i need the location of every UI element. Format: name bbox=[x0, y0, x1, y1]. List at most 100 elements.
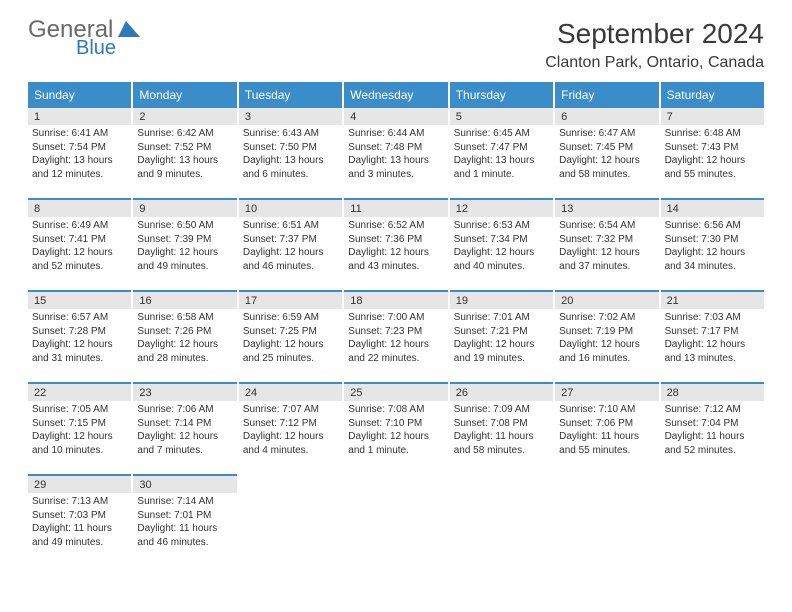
calendar-cell: 4Sunrise: 6:44 AMSunset: 7:48 PMDaylight… bbox=[344, 106, 447, 192]
calendar-cell: 3Sunrise: 6:43 AMSunset: 7:50 PMDaylight… bbox=[239, 106, 342, 192]
day-number: 6 bbox=[555, 108, 658, 125]
day-number: 4 bbox=[344, 108, 447, 125]
sunrise-text: Sunrise: 6:59 AM bbox=[243, 311, 338, 325]
day-number: 18 bbox=[344, 292, 447, 309]
daylight-text: Daylight: 11 hours and 52 minutes. bbox=[665, 430, 760, 457]
daylight-text: Daylight: 12 hours and 58 minutes. bbox=[559, 154, 654, 181]
day-details: Sunrise: 6:51 AMSunset: 7:37 PMDaylight:… bbox=[239, 217, 342, 279]
calendar-cell-empty bbox=[344, 474, 447, 560]
sunrise-text: Sunrise: 7:13 AM bbox=[32, 495, 127, 509]
daylight-text: Daylight: 12 hours and 37 minutes. bbox=[559, 246, 654, 273]
daylight-text: Daylight: 11 hours and 55 minutes. bbox=[559, 430, 654, 457]
calendar-day-header: Thursday bbox=[450, 82, 553, 106]
calendar-cell-empty bbox=[239, 474, 342, 560]
sunrise-text: Sunrise: 7:00 AM bbox=[348, 311, 443, 325]
day-details: Sunrise: 6:58 AMSunset: 7:26 PMDaylight:… bbox=[133, 309, 236, 371]
sunrise-text: Sunrise: 6:45 AM bbox=[454, 127, 549, 141]
day-number: 25 bbox=[344, 384, 447, 401]
sunset-text: Sunset: 7:36 PM bbox=[348, 233, 443, 247]
sunrise-text: Sunrise: 6:44 AM bbox=[348, 127, 443, 141]
sunset-text: Sunset: 7:28 PM bbox=[32, 325, 127, 339]
calendar-cell: 1Sunrise: 6:41 AMSunset: 7:54 PMDaylight… bbox=[28, 106, 131, 192]
day-details: Sunrise: 6:42 AMSunset: 7:52 PMDaylight:… bbox=[133, 125, 236, 187]
sunrise-text: Sunrise: 6:53 AM bbox=[454, 219, 549, 233]
daylight-text: Daylight: 12 hours and 43 minutes. bbox=[348, 246, 443, 273]
day-number: 15 bbox=[28, 292, 131, 309]
day-details: Sunrise: 6:56 AMSunset: 7:30 PMDaylight:… bbox=[661, 217, 764, 279]
calendar-cell: 28Sunrise: 7:12 AMSunset: 7:04 PMDayligh… bbox=[661, 382, 764, 468]
day-number: 8 bbox=[28, 200, 131, 217]
daylight-text: Daylight: 11 hours and 49 minutes. bbox=[32, 522, 127, 549]
day-number: 14 bbox=[661, 200, 764, 217]
sunset-text: Sunset: 7:17 PM bbox=[665, 325, 760, 339]
daylight-text: Daylight: 12 hours and 7 minutes. bbox=[137, 430, 232, 457]
daylight-text: Daylight: 12 hours and 55 minutes. bbox=[665, 154, 760, 181]
calendar-day-header: Tuesday bbox=[239, 82, 342, 106]
sunset-text: Sunset: 7:32 PM bbox=[559, 233, 654, 247]
sunset-text: Sunset: 7:39 PM bbox=[137, 233, 232, 247]
sunrise-text: Sunrise: 6:54 AM bbox=[559, 219, 654, 233]
calendar-cell: 30Sunrise: 7:14 AMSunset: 7:01 PMDayligh… bbox=[133, 474, 236, 560]
calendar-day-header: Saturday bbox=[661, 82, 764, 106]
daylight-text: Daylight: 13 hours and 9 minutes. bbox=[137, 154, 232, 181]
sunrise-text: Sunrise: 6:51 AM bbox=[243, 219, 338, 233]
sunrise-text: Sunrise: 7:01 AM bbox=[454, 311, 549, 325]
title-block: September 2024 Clanton Park, Ontario, Ca… bbox=[545, 18, 764, 72]
calendar-cell: 2Sunrise: 6:42 AMSunset: 7:52 PMDaylight… bbox=[133, 106, 236, 192]
day-number: 2 bbox=[133, 108, 236, 125]
day-details: Sunrise: 6:50 AMSunset: 7:39 PMDaylight:… bbox=[133, 217, 236, 279]
daylight-text: Daylight: 12 hours and 34 minutes. bbox=[665, 246, 760, 273]
daylight-text: Daylight: 13 hours and 12 minutes. bbox=[32, 154, 127, 181]
daylight-text: Daylight: 11 hours and 46 minutes. bbox=[137, 522, 232, 549]
calendar-cell: 12Sunrise: 6:53 AMSunset: 7:34 PMDayligh… bbox=[450, 198, 553, 284]
day-number: 29 bbox=[28, 476, 131, 493]
calendar-cell-empty bbox=[661, 474, 764, 560]
calendar-cell: 9Sunrise: 6:50 AMSunset: 7:39 PMDaylight… bbox=[133, 198, 236, 284]
triangle-icon bbox=[118, 21, 140, 41]
sunrise-text: Sunrise: 6:47 AM bbox=[559, 127, 654, 141]
day-details: Sunrise: 7:01 AMSunset: 7:21 PMDaylight:… bbox=[450, 309, 553, 371]
day-number: 13 bbox=[555, 200, 658, 217]
calendar-day-header: Monday bbox=[133, 82, 236, 106]
day-details: Sunrise: 6:45 AMSunset: 7:47 PMDaylight:… bbox=[450, 125, 553, 187]
sunset-text: Sunset: 7:50 PM bbox=[243, 141, 338, 155]
day-details: Sunrise: 7:06 AMSunset: 7:14 PMDaylight:… bbox=[133, 401, 236, 463]
daylight-text: Daylight: 13 hours and 3 minutes. bbox=[348, 154, 443, 181]
day-details: Sunrise: 7:14 AMSunset: 7:01 PMDaylight:… bbox=[133, 493, 236, 555]
calendar-cell: 24Sunrise: 7:07 AMSunset: 7:12 PMDayligh… bbox=[239, 382, 342, 468]
calendar-grid: SundayMondayTuesdayWednesdayThursdayFrid… bbox=[28, 82, 764, 560]
day-number: 20 bbox=[555, 292, 658, 309]
day-details: Sunrise: 6:43 AMSunset: 7:50 PMDaylight:… bbox=[239, 125, 342, 187]
location-text: Clanton Park, Ontario, Canada bbox=[545, 54, 764, 72]
day-details: Sunrise: 6:57 AMSunset: 7:28 PMDaylight:… bbox=[28, 309, 131, 371]
day-details: Sunrise: 7:12 AMSunset: 7:04 PMDaylight:… bbox=[661, 401, 764, 463]
daylight-text: Daylight: 12 hours and 22 minutes. bbox=[348, 338, 443, 365]
sunset-text: Sunset: 7:43 PM bbox=[665, 141, 760, 155]
day-number: 3 bbox=[239, 108, 342, 125]
calendar-cell: 29Sunrise: 7:13 AMSunset: 7:03 PMDayligh… bbox=[28, 474, 131, 560]
day-details: Sunrise: 6:52 AMSunset: 7:36 PMDaylight:… bbox=[344, 217, 447, 279]
sunrise-text: Sunrise: 6:52 AM bbox=[348, 219, 443, 233]
day-number: 12 bbox=[450, 200, 553, 217]
daylight-text: Daylight: 12 hours and 19 minutes. bbox=[454, 338, 549, 365]
day-number: 1 bbox=[28, 108, 131, 125]
day-number: 30 bbox=[133, 476, 236, 493]
day-details: Sunrise: 6:59 AMSunset: 7:25 PMDaylight:… bbox=[239, 309, 342, 371]
calendar-cell-empty bbox=[450, 474, 553, 560]
sunrise-text: Sunrise: 7:02 AM bbox=[559, 311, 654, 325]
calendar-day-header: Wednesday bbox=[344, 82, 447, 106]
daylight-text: Daylight: 11 hours and 58 minutes. bbox=[454, 430, 549, 457]
day-details: Sunrise: 7:08 AMSunset: 7:10 PMDaylight:… bbox=[344, 401, 447, 463]
sunset-text: Sunset: 7:23 PM bbox=[348, 325, 443, 339]
daylight-text: Daylight: 13 hours and 1 minute. bbox=[454, 154, 549, 181]
daylight-text: Daylight: 12 hours and 49 minutes. bbox=[137, 246, 232, 273]
day-details: Sunrise: 7:09 AMSunset: 7:08 PMDaylight:… bbox=[450, 401, 553, 463]
daylight-text: Daylight: 12 hours and 16 minutes. bbox=[559, 338, 654, 365]
day-details: Sunrise: 7:05 AMSunset: 7:15 PMDaylight:… bbox=[28, 401, 131, 463]
sunset-text: Sunset: 7:25 PM bbox=[243, 325, 338, 339]
sunrise-text: Sunrise: 6:41 AM bbox=[32, 127, 127, 141]
calendar-cell: 21Sunrise: 7:03 AMSunset: 7:17 PMDayligh… bbox=[661, 290, 764, 376]
calendar-cell: 5Sunrise: 6:45 AMSunset: 7:47 PMDaylight… bbox=[450, 106, 553, 192]
sunset-text: Sunset: 7:14 PM bbox=[137, 417, 232, 431]
day-details: Sunrise: 6:47 AMSunset: 7:45 PMDaylight:… bbox=[555, 125, 658, 187]
